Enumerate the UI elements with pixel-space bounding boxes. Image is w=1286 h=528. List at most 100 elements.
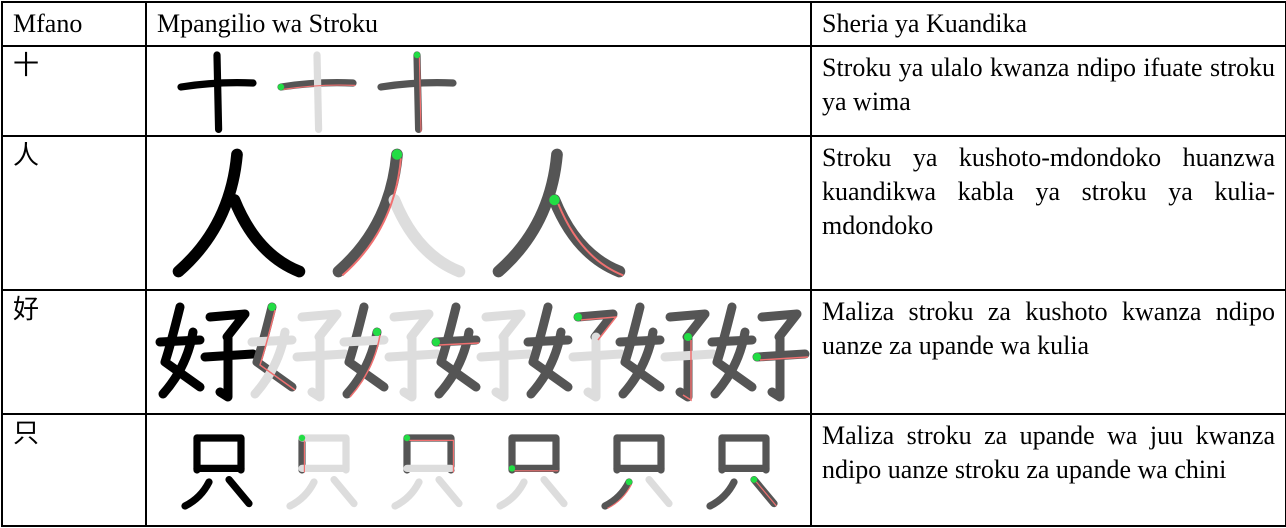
stroke-diagram [181,434,778,510]
stroke-shape [607,484,632,509]
stroke-shape [540,476,568,508]
example-cell: 只 [1,413,147,527]
example-cell: 好 [1,289,147,415]
stroke-shape [297,309,342,342]
glyph-frame [431,302,534,402]
stroke-shape [403,434,455,474]
stroke-shape [568,349,626,362]
row: 十 Stroku ya ulalo kwanza ndipo ifuate st… [1,45,1286,137]
row: 人 Stroku ya kushoto-mdondoko huanzwa kua… [1,135,1286,291]
rule-cell: Maliza stroku za kushoto kwanza ndipo ua… [810,289,1286,415]
stroke-shape [476,349,534,362]
stroke-shape [718,434,770,474]
stroke-shape [492,148,563,278]
stroke-shape [292,349,350,362]
stroke-shape [682,340,692,402]
stroke-shape [508,465,516,472]
stroke-shape [706,478,738,510]
glyph-frame [377,51,457,134]
stroke-shape [307,332,325,402]
stroke-shape [523,335,573,347]
stroke-shape [755,481,777,507]
row: 好 Maliza stroku za kushoto kwanza ndipo … [1,289,1286,415]
glyph-frame [172,148,306,278]
stroke-shape [215,332,233,402]
stroke-shape [349,334,381,398]
glyph-frame [277,51,357,134]
stroke-shape [213,51,223,134]
row: 只 Maliza stroku za upande wa juu kwanza … [1,413,1286,527]
stroke-shape [389,309,434,342]
stroke-shape [277,83,285,91]
stroke-image [145,413,812,527]
stroke-shape [286,478,318,510]
glyph-frame [601,434,673,510]
stroke-shape [403,434,411,442]
glyph-frame [707,302,809,402]
stroke-shape [259,309,296,391]
stroke-shape [753,353,761,361]
stroke-shape [508,434,560,474]
example-cell: 人 [1,135,147,291]
stroke-shape [438,342,480,346]
stroke-shape [557,203,624,277]
glyph-frame [496,434,568,510]
stroke-shape [247,335,297,347]
stroke-shape [580,316,618,341]
stroke-shape [548,194,626,278]
stroke-shape [481,309,526,342]
stroke-image [145,45,812,137]
glyph-frame [339,302,442,402]
stroke-shape [574,313,582,321]
stroke-image [145,289,812,415]
stroke-shape [330,476,358,508]
stroke-shape [200,349,258,362]
glyph-frame [177,51,257,134]
glyph-frame [247,302,350,402]
stroke-shape [583,332,601,402]
header-cell: Mfano [1,1,147,47]
glyph-frame [286,434,358,510]
stroke-diagram [155,302,809,402]
stroke-shape [750,476,758,483]
stroke-shape [391,478,423,510]
glyph-frame [492,148,626,278]
stroke-shape [435,476,463,508]
stroke-image [145,135,812,291]
stroke-shape [712,302,757,392]
stroke-shape [225,476,253,508]
header-cell: Sheria ya Kuandika [810,1,1286,47]
stroke-shape [298,434,306,442]
stroke-shape [660,349,718,362]
stroke-shape [268,303,276,311]
stroke-shape [332,148,403,278]
stroke-shape [418,57,422,132]
stroke-shape [205,309,250,342]
header-row: Mfano Mpangilio wa Stroku Sheria ya Kuan… [1,1,1286,47]
stroke-shape [645,476,673,508]
stroke-shape [413,51,421,59]
glyph-frame [155,302,258,402]
glyph-frame [523,302,626,402]
stroke-shape [620,302,665,392]
stroke-shape [528,302,573,392]
stroke-shape [298,434,350,474]
stroke-shape [339,335,389,347]
stroke-shape [767,332,785,402]
example-cell: 十 [1,45,147,137]
rule-cell: Stroku ya ulalo kwanza ndipo ifuate stro… [810,45,1286,137]
stroke-shape [675,332,693,402]
stroke-shape [172,148,243,278]
stroke-shape [193,434,245,474]
stroke-shape [496,478,528,510]
stroke-shape [665,309,710,342]
stroke-shape [313,51,323,134]
glyph-frame [181,434,253,510]
stroke-shape [573,309,618,342]
stroke-shape [431,335,481,347]
stroke-shape [625,478,633,486]
stroke-shape [549,194,560,206]
stroke-shape [283,84,356,90]
stroke-shape [399,332,417,402]
stroke-shape [432,338,440,346]
